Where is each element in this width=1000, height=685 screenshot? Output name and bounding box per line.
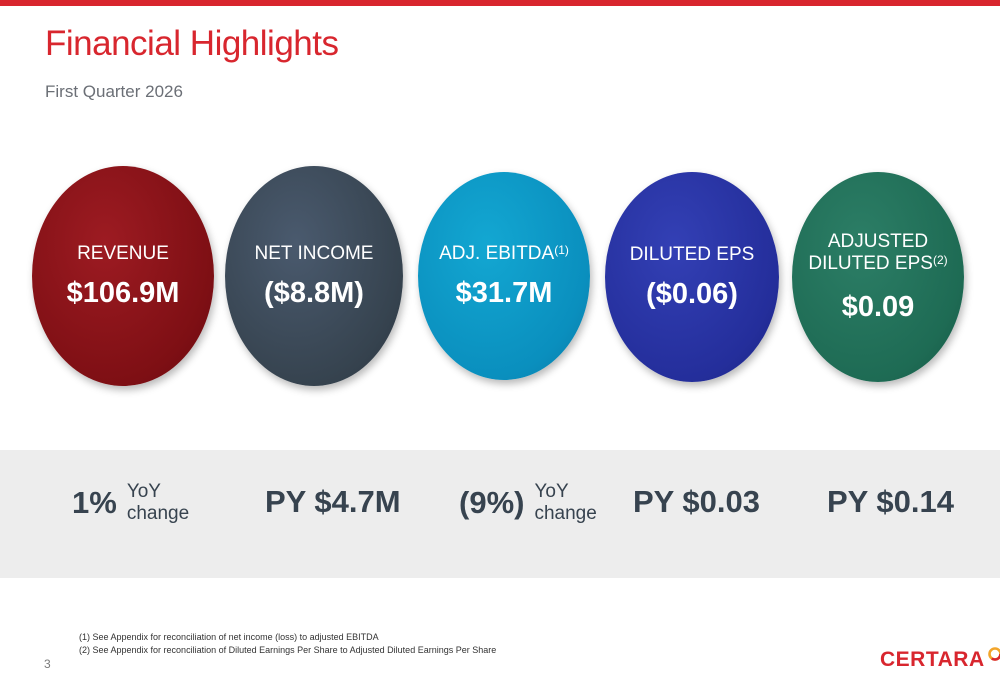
adj-ebitda-yoy-note: YoY change xyxy=(534,481,596,525)
diluted-eps-value: ($0.06) xyxy=(646,277,738,310)
diluted-eps-circle: DILUTED EPS ($0.06) xyxy=(605,172,779,382)
diluted-eps-label: DILUTED EPS xyxy=(629,243,755,265)
footnotes: (1) See Appendix for reconciliation of n… xyxy=(79,631,496,657)
adj-ebitda-yoy-note-line2: change xyxy=(534,503,597,524)
revenue-value: $106.9M xyxy=(66,276,180,309)
certara-mark-icon xyxy=(987,647,1000,661)
diluted-eps-comparison: PY $0.03 xyxy=(633,482,760,522)
adjusted-diluted-eps-label: ADJUSTED DILUTED EPS(2) xyxy=(808,231,947,275)
net-income-circle: NET INCOME ($8.8M) xyxy=(225,166,403,386)
logo-text: CERTARA xyxy=(880,648,985,671)
revenue-label: REVENUE xyxy=(77,242,169,264)
revenue-yoy-value: 1% xyxy=(72,485,117,520)
net-income-label: NET INCOME xyxy=(254,242,374,264)
revenue-yoy-note-line1: YoY xyxy=(126,481,161,502)
revenue-yoy-note: YoY change xyxy=(127,481,189,525)
adjusted-diluted-eps-label-line2: DILUTED EPS(2) xyxy=(808,253,947,275)
revenue-circle: REVENUE $106.9M xyxy=(32,166,214,386)
adjusted-diluted-eps-comparison: PY $0.14 xyxy=(827,482,954,522)
certara-logo: CERTARA xyxy=(880,647,1000,672)
adj-ebitda-label-text: ADJ. EBITDA xyxy=(439,242,555,264)
footnote-2: (2) See Appendix for reconciliation of D… xyxy=(79,645,497,655)
diluted-eps-prior-year-value: PY $0.03 xyxy=(633,484,760,519)
adj-ebitda-value: $31.7M xyxy=(455,276,553,309)
adjusted-diluted-eps-prior-year-value: PY $0.14 xyxy=(827,484,954,519)
top-accent-bar xyxy=(0,0,1000,6)
adjusted-diluted-eps-footnote-marker: (2) xyxy=(932,252,948,267)
revenue-comparison: 1% YoY change xyxy=(72,478,189,528)
revenue-yoy-note-line2: change xyxy=(126,503,190,524)
page-title: Financial Highlights xyxy=(45,24,339,63)
adjusted-diluted-eps-circle: ADJUSTED DILUTED EPS(2) $0.09 xyxy=(792,172,964,382)
adj-ebitda-yoy-value: (9%) xyxy=(459,485,525,520)
adj-ebitda-yoy-note-line1: YoY xyxy=(534,481,569,502)
adjusted-diluted-eps-label-line1: ADJUSTED xyxy=(827,230,929,252)
adjusted-diluted-eps-value: $0.09 xyxy=(841,290,915,323)
adj-ebitda-circle: ADJ. EBITDA(1) $31.7M xyxy=(418,172,590,380)
net-income-comparison: PY $4.7M xyxy=(265,482,401,522)
adj-ebitda-footnote-marker: (1) xyxy=(554,242,569,257)
footnote-1: (1) See Appendix for reconciliation of n… xyxy=(79,632,379,642)
adj-ebitda-comparison: (9%) YoY change xyxy=(459,478,597,528)
net-income-prior-year-value: PY $4.7M xyxy=(265,484,401,519)
net-income-value: ($8.8M) xyxy=(264,276,364,309)
adjusted-diluted-eps-label-line2-text: DILUTED EPS xyxy=(808,252,933,274)
adj-ebitda-label: ADJ. EBITDA(1) xyxy=(439,243,569,265)
page-subtitle: First Quarter 2026 xyxy=(45,82,183,101)
page-number: 3 xyxy=(44,657,51,671)
comparison-band xyxy=(0,450,1000,578)
